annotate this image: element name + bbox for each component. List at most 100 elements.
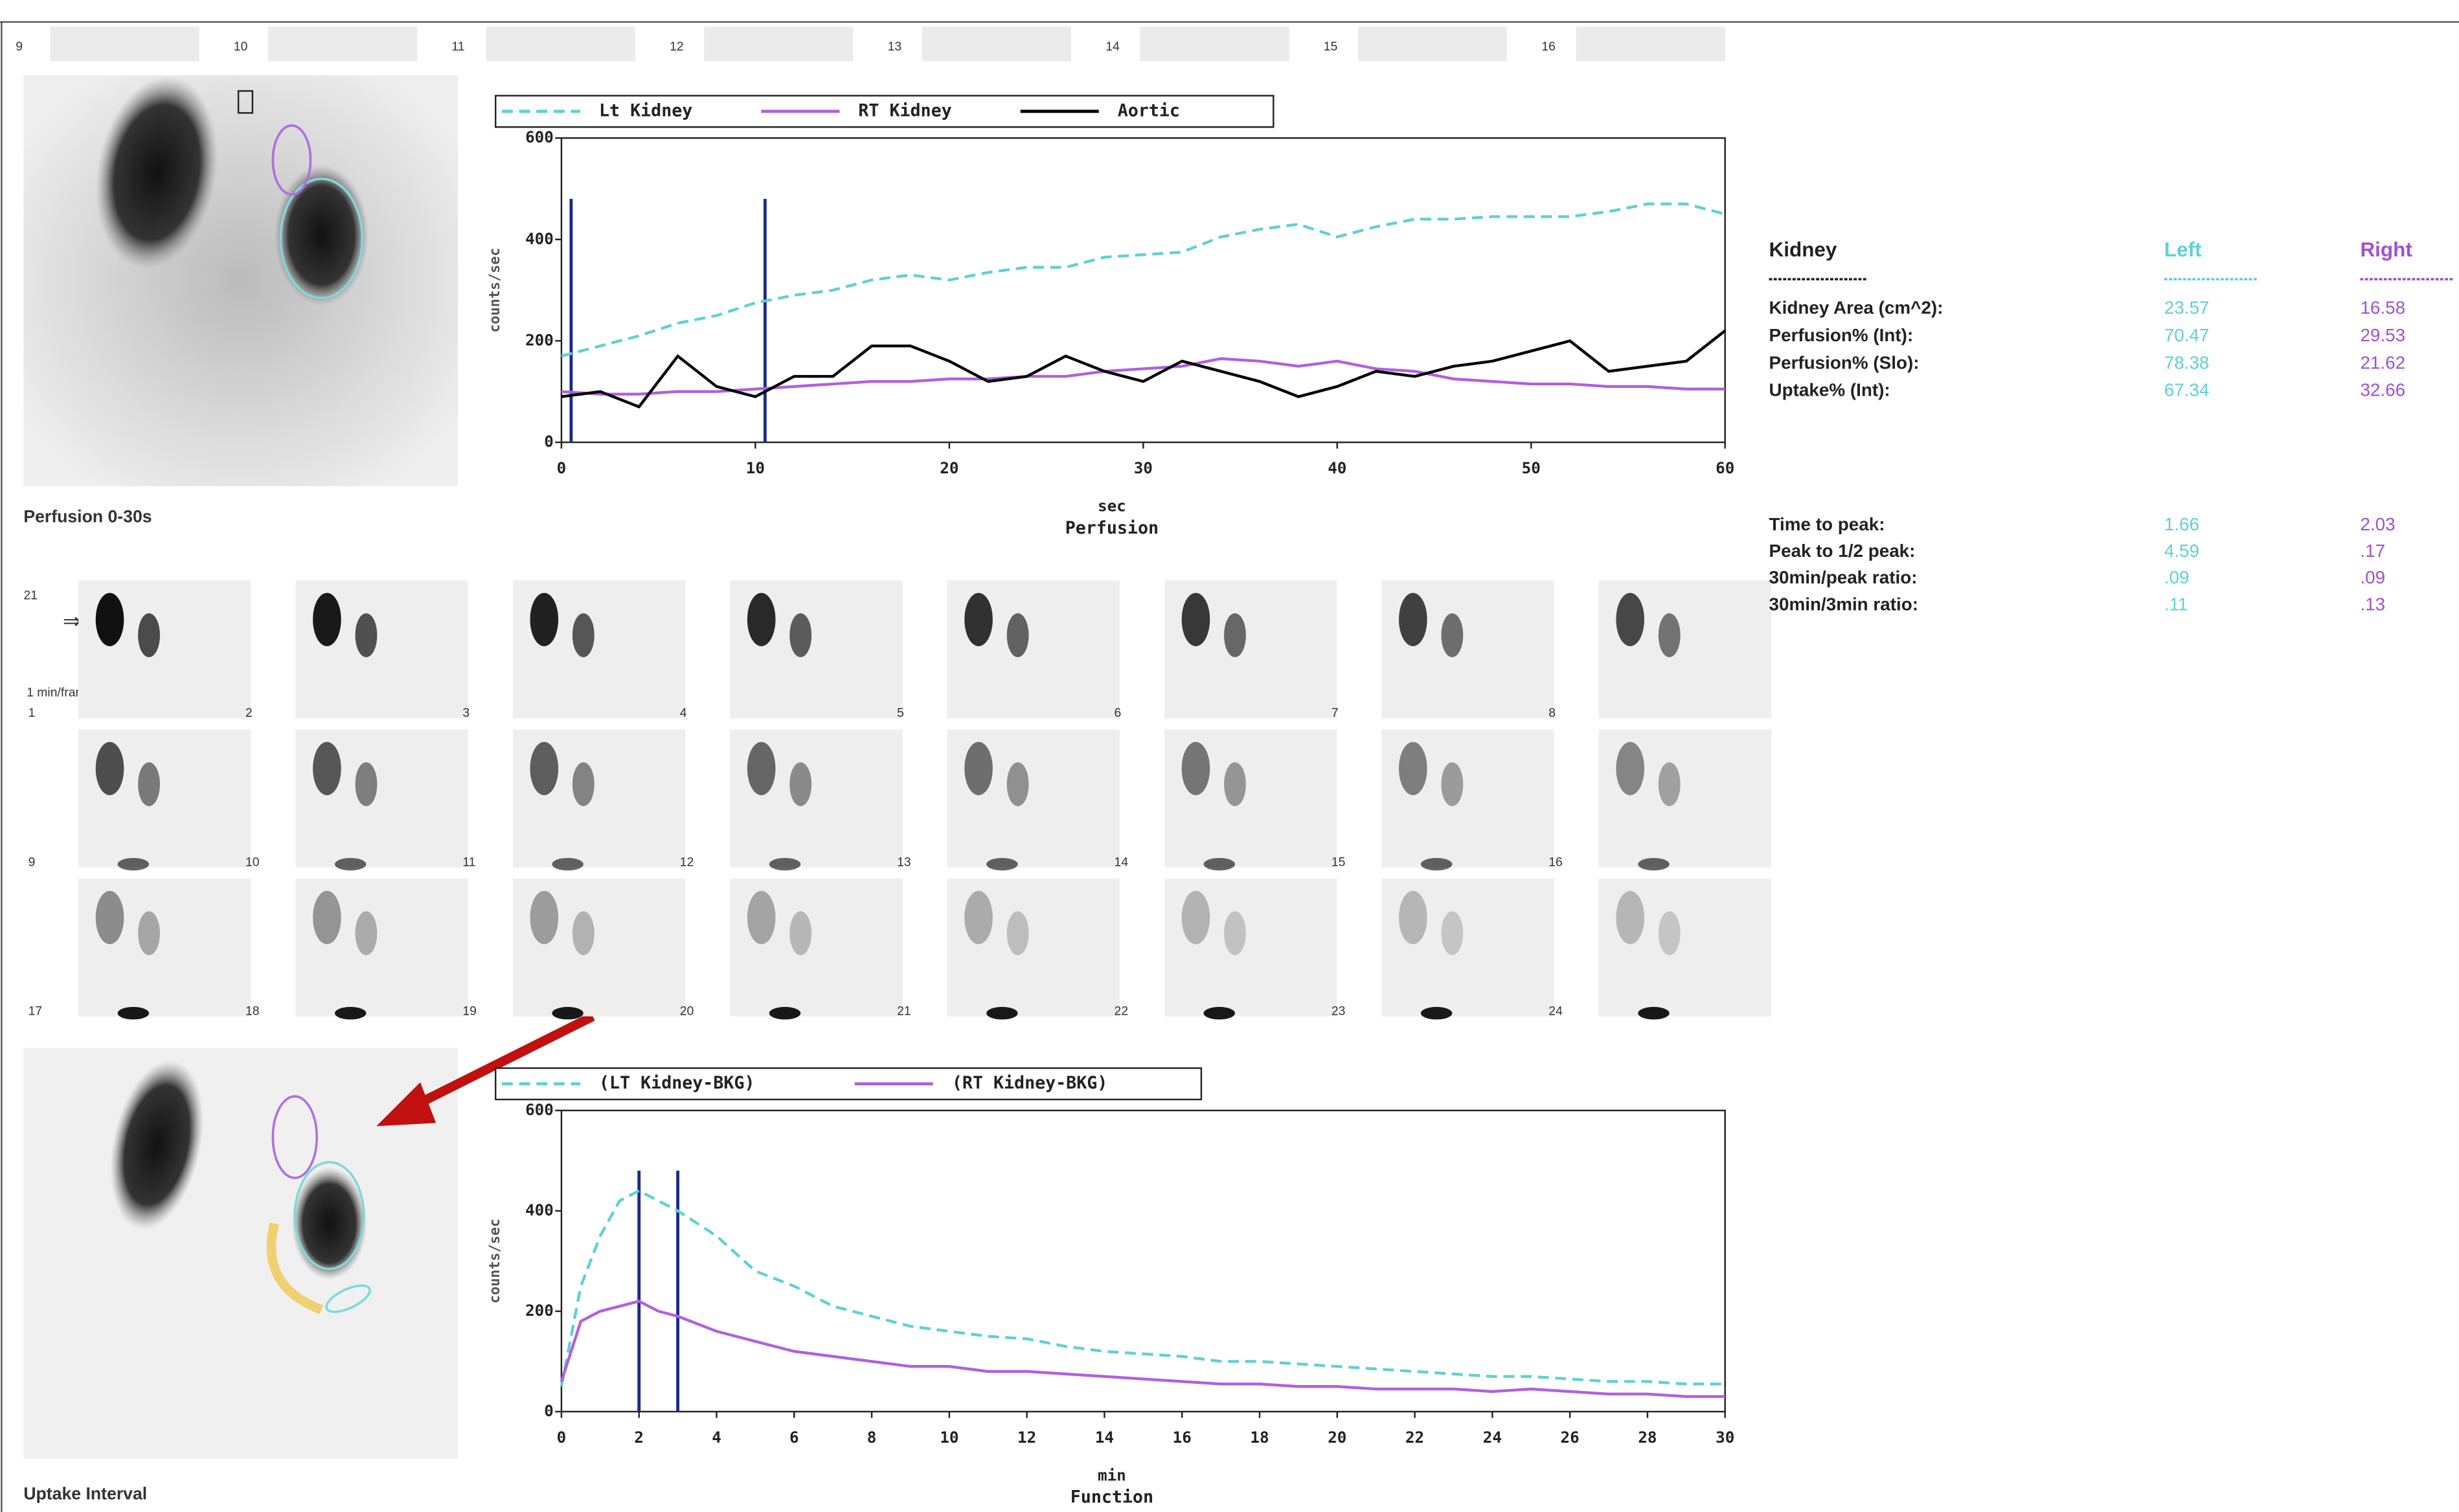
frame-background bbox=[947, 878, 1120, 1017]
table-cell: Time to peak: bbox=[1769, 514, 1885, 534]
bladder bbox=[986, 857, 1018, 871]
kidney-right bbox=[1658, 762, 1681, 807]
x-tick-label: 20 bbox=[1328, 1428, 1346, 1447]
frame-thumbnail bbox=[512, 729, 686, 871]
x-axis-label: min bbox=[1098, 1466, 1126, 1484]
table-cell: 67.34 bbox=[2164, 380, 2210, 400]
kidney-right bbox=[1441, 911, 1464, 956]
strip-label: 9 bbox=[16, 39, 23, 54]
bladder bbox=[552, 1007, 584, 1020]
y-axis-label: counts/sec bbox=[487, 248, 503, 333]
strip-thumbnail bbox=[922, 27, 1071, 62]
frame-thumbnail bbox=[947, 580, 1120, 719]
strip-thumbnail bbox=[486, 27, 635, 62]
bladder bbox=[335, 857, 367, 871]
frame-label: 10 bbox=[245, 855, 260, 869]
frame-rate: 1 min/frame bbox=[27, 686, 93, 700]
kidney-right bbox=[355, 762, 378, 807]
annotation-arrow bbox=[376, 1012, 595, 1127]
frame-marker: 21 bbox=[23, 589, 38, 603]
kidney-left bbox=[1616, 592, 1645, 646]
frame-label: 21 bbox=[897, 1004, 911, 1018]
table-header: Right bbox=[2360, 238, 2412, 261]
table-cell: 16.58 bbox=[2360, 298, 2405, 318]
frame-label: 22 bbox=[1115, 1004, 1129, 1018]
series-line bbox=[561, 330, 1727, 409]
table-header: Left bbox=[2164, 238, 2202, 261]
y-tick-label: 600 bbox=[525, 128, 554, 146]
bladder bbox=[552, 857, 584, 871]
frame-label: 6 bbox=[1115, 706, 1122, 720]
frame-label: 15 bbox=[1331, 855, 1346, 869]
table-cell: .13 bbox=[2360, 594, 2385, 614]
frame-background bbox=[78, 878, 251, 1017]
frame-background bbox=[512, 878, 686, 1017]
legend-label: RT Kidney bbox=[858, 100, 951, 120]
bladder bbox=[986, 1007, 1018, 1020]
kidney-left bbox=[530, 592, 559, 646]
kidney-left bbox=[747, 592, 776, 646]
x-tick-label: 30 bbox=[1134, 459, 1153, 477]
table-cell: 21.62 bbox=[2360, 352, 2405, 372]
x-tick-label: 8 bbox=[867, 1428, 877, 1447]
frame-thumbnail bbox=[295, 878, 468, 1020]
frame-label: 5 bbox=[897, 706, 904, 720]
table-cell: 29.53 bbox=[2360, 325, 2405, 345]
frame-label: 2 bbox=[245, 706, 253, 720]
y-tick-label: 0 bbox=[544, 1402, 554, 1420]
perfusion-image bbox=[23, 75, 459, 486]
strip-label: 11 bbox=[451, 39, 464, 54]
kidney-right bbox=[789, 613, 812, 657]
bladder bbox=[1203, 1007, 1235, 1020]
series-line bbox=[561, 357, 1725, 396]
x-tick-label: 10 bbox=[746, 459, 765, 477]
table-cell: .17 bbox=[2360, 541, 2385, 561]
table-cell: 1.66 bbox=[2164, 514, 2199, 534]
frame-label: 20 bbox=[680, 1004, 694, 1018]
bladder bbox=[117, 857, 150, 871]
strip-thumbnail bbox=[1358, 27, 1508, 62]
strip-thumbnail bbox=[50, 27, 199, 62]
legend-box bbox=[495, 1067, 1203, 1101]
frame-thumbnail bbox=[1164, 878, 1337, 1020]
frame-label: 17 bbox=[28, 1004, 43, 1018]
x-tick-label: 18 bbox=[1250, 1428, 1269, 1447]
kidney-right bbox=[572, 762, 595, 807]
x-tick-label: 28 bbox=[1638, 1428, 1657, 1447]
kidney-right bbox=[572, 911, 595, 956]
table-cell: Perfusion% (Int): bbox=[1769, 325, 1914, 345]
table-cell: 2.03 bbox=[2360, 514, 2395, 534]
kidney-right bbox=[1224, 762, 1246, 807]
frame-background bbox=[730, 878, 903, 1017]
strip-label: 15 bbox=[1324, 39, 1338, 54]
x-tick-label: 40 bbox=[1328, 459, 1346, 477]
table-cell: .09 bbox=[2164, 567, 2190, 587]
frame-label: 3 bbox=[462, 706, 470, 720]
kidney-right bbox=[1658, 911, 1681, 956]
bladder bbox=[769, 857, 801, 871]
kidney-left bbox=[964, 890, 993, 945]
strip-thumbnail bbox=[704, 27, 854, 62]
bladder bbox=[117, 1007, 150, 1020]
kidney-right bbox=[1224, 613, 1246, 657]
strip-label: 14 bbox=[1105, 39, 1120, 54]
table-cell: .11 bbox=[2164, 594, 2188, 614]
table-cell: 70.47 bbox=[2164, 325, 2210, 345]
table-cell: 30min/peak ratio: bbox=[1769, 567, 1918, 587]
x-tick-label: 12 bbox=[1017, 1428, 1036, 1447]
x-axis-label: sec bbox=[1098, 497, 1126, 515]
frame-thumbnail bbox=[730, 729, 903, 871]
strip-label: 13 bbox=[888, 39, 902, 54]
kidney-left bbox=[1181, 890, 1210, 945]
x-tick-label: 60 bbox=[1716, 459, 1734, 477]
frame-thumbnail bbox=[78, 729, 251, 871]
frame-background bbox=[1381, 878, 1554, 1017]
kidney-left bbox=[95, 592, 124, 646]
uptake-image bbox=[23, 1048, 459, 1459]
y-tick-label: 400 bbox=[525, 1201, 554, 1219]
x-tick-label: 10 bbox=[940, 1428, 958, 1447]
kidney-right bbox=[572, 613, 595, 657]
x-tick-label: 2 bbox=[634, 1428, 644, 1447]
x-tick-label: 0 bbox=[557, 459, 567, 477]
